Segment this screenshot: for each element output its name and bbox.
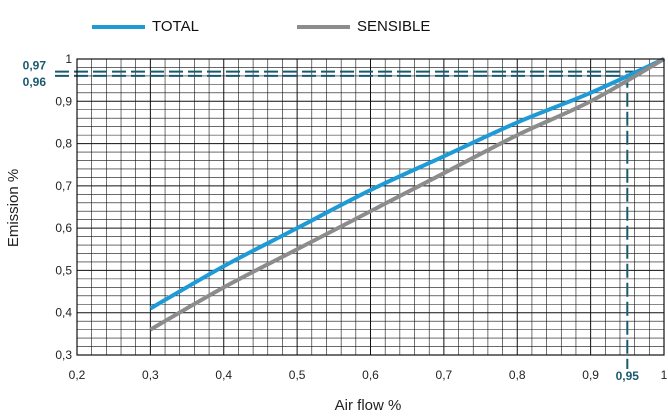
plot-border xyxy=(76,58,665,356)
x-tick-label: 1 xyxy=(661,368,668,382)
y-tick-label: 0,6 xyxy=(55,221,72,235)
legend: TOTAL SENSIBLE xyxy=(92,18,430,35)
y-axis-title: Emission % xyxy=(5,169,22,247)
x-tick-label: 0,4 xyxy=(215,368,232,382)
y-tick-label: 0,3 xyxy=(55,348,72,362)
reference-label-y: 0,96 xyxy=(23,75,47,89)
plot-frame xyxy=(76,58,665,356)
series-line-total xyxy=(149,57,665,311)
y-tick-label: 0,8 xyxy=(55,137,72,151)
x-tick-label: 0,8 xyxy=(509,368,526,382)
x-tick-label: 0,9 xyxy=(582,368,599,382)
x-tick-label: 0,5 xyxy=(289,368,306,382)
y-tick-label: 1 xyxy=(65,52,72,66)
y-tick-label: 0,5 xyxy=(55,263,72,277)
x-tick-label: 0,2 xyxy=(69,368,86,382)
tick-labels: 0,2 0,3 0,4 0,5 0,6 0,7 0,8 0,9 1 0,3 0,4 0,5 0,6 0,7… xyxy=(55,52,667,382)
series-lines xyxy=(149,57,665,332)
reference-lines: 0,97 0,96 0,95 xyxy=(23,59,640,383)
x-tick-label: 0,3 xyxy=(142,368,159,382)
series-line-sensible xyxy=(149,57,665,332)
y-tick-label: 0,9 xyxy=(55,94,72,108)
reference-label-x: 0,95 xyxy=(616,369,640,383)
x-tick-label: 0,6 xyxy=(362,368,379,382)
y-tick-label: 0,4 xyxy=(55,306,72,320)
x-axis-title: Air flow % xyxy=(335,397,402,414)
reference-label-y: 0,97 xyxy=(23,59,47,73)
x-tick-label: 0,7 xyxy=(436,368,453,382)
legend-label-sensible: SENSIBLE xyxy=(357,18,430,35)
legend-label-total: TOTAL xyxy=(152,18,199,35)
y-tick-label: 0,7 xyxy=(55,179,72,193)
grid xyxy=(77,59,664,355)
